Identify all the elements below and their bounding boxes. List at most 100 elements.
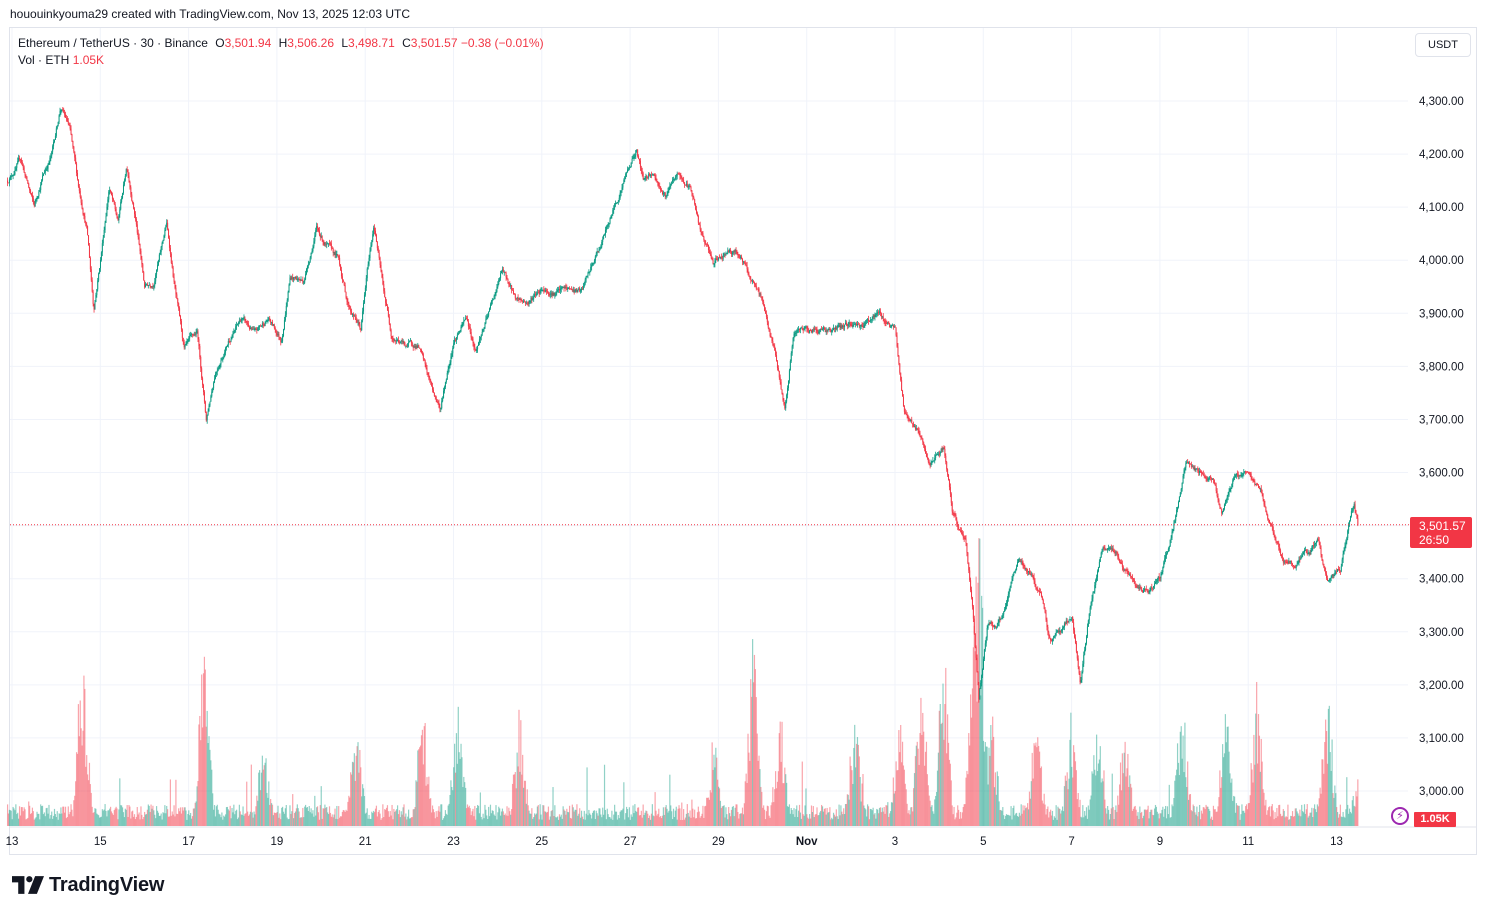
volume-bar [1098,759,1100,826]
volume-bar [125,809,127,826]
candle-body [215,371,217,374]
candle-body [1267,514,1269,519]
candle-body [724,253,726,255]
candle-body [964,538,966,540]
candle-body [189,336,191,339]
candle-body [382,277,384,285]
volume-bar [952,814,954,826]
volume-bar [1212,805,1215,826]
candle-body [248,326,250,330]
volume-bar [1153,808,1156,826]
volume-bar [637,807,640,826]
candle-body [1071,617,1073,620]
candle-body [814,328,816,330]
volume-bar [615,811,618,826]
candle-body [997,622,999,626]
candle-body [348,303,350,307]
candle-body [82,208,84,215]
volume-bar [1080,816,1082,826]
candle-body [621,187,623,192]
candle-body [1349,516,1351,521]
candle-body [963,537,965,539]
candle-body [105,216,107,223]
currency-selector-button[interactable]: USDT [1415,33,1471,57]
candle-body [680,176,682,178]
volume-bar [327,814,330,826]
candle-body [191,333,193,335]
volume-bar [1099,746,1101,826]
volume-bar [758,755,760,826]
candle-body [214,378,216,383]
candle-body [399,341,401,343]
candle-body [245,320,247,322]
candle-body [1260,488,1262,493]
volume-bar [44,816,46,826]
candle-body [381,271,383,278]
volume-bar [947,742,950,826]
volume-bar [1338,814,1341,826]
volume-bar [1092,773,1094,826]
volume-bar [830,819,832,826]
candle-body [449,362,451,367]
legend-symbol[interactable]: Ethereum / TetherUS · 30 · Binance [18,36,208,50]
candle-body [214,373,216,379]
volume-bar [1052,819,1054,826]
volume-bar [1165,818,1168,826]
volume-bar [1097,763,1100,826]
tradingview-logo-icon [12,876,44,894]
volume-bar [1027,809,1030,826]
candle-body [208,405,210,412]
candle-body [155,274,157,282]
volume-bar [481,819,483,826]
volume-bar [419,747,421,826]
candle-body [1350,511,1352,517]
candle-body [1039,591,1041,593]
volume-bar [1150,809,1152,826]
legend-volume-label[interactable]: Vol · ETH [18,53,70,67]
volume-bar [1189,794,1192,826]
candle-body [147,285,149,287]
volume-bar [408,818,411,826]
volume-bar [933,813,935,826]
candle-body [1157,576,1159,580]
volume-bar [762,807,764,826]
candle-body [1219,504,1221,508]
candle-body [1258,487,1260,489]
candle-body [592,263,594,265]
candle-body [233,331,235,334]
candle-body [1327,580,1329,582]
candle-body [1315,540,1317,543]
candle-body [1031,573,1033,576]
volume-bar [55,817,57,826]
candle-body [923,442,925,446]
brand-logo[interactable]: TradingView [12,872,164,898]
candle-body [1259,488,1261,490]
volume-bar [1295,808,1297,826]
volume-bar [1288,819,1290,826]
volume-bar [1262,789,1264,826]
candle-body [984,643,986,650]
candle-body [739,256,741,258]
candle-body [816,329,818,332]
candle-body [1286,562,1288,563]
candle-body [1148,591,1150,593]
candle-body [1110,547,1112,550]
volume-bar [564,810,566,826]
candle-body [273,324,275,328]
volume-bar [62,806,64,826]
volume-bar [568,805,571,826]
candle-body [297,278,299,280]
volume-bar [580,817,582,826]
candle-body [843,325,845,328]
candle-body [309,257,311,262]
candle-body [492,299,494,300]
volume-bar [1088,809,1090,826]
volume-bar [287,819,289,826]
volume-bar [388,816,390,826]
candle-body [508,283,510,285]
lightning-icon[interactable]: ⚡ [1391,807,1409,825]
candle-body [1335,571,1337,573]
volume-bar [385,807,388,826]
volume-bar [178,811,181,826]
